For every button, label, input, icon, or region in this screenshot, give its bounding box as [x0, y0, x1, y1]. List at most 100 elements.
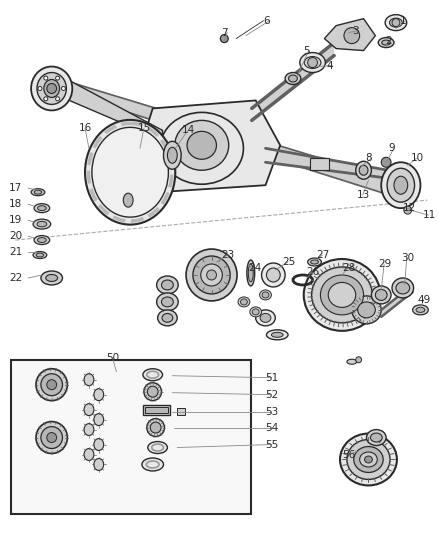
Ellipse shape	[34, 204, 50, 213]
Text: 3: 3	[352, 26, 358, 36]
Ellipse shape	[347, 359, 357, 364]
Ellipse shape	[328, 282, 356, 308]
Ellipse shape	[371, 433, 382, 442]
Ellipse shape	[260, 313, 271, 322]
Ellipse shape	[300, 53, 325, 72]
Text: 51: 51	[265, 373, 279, 383]
Polygon shape	[71, 84, 383, 192]
Ellipse shape	[340, 433, 397, 486]
Ellipse shape	[358, 302, 375, 318]
Ellipse shape	[381, 40, 391, 45]
Circle shape	[404, 206, 412, 214]
Ellipse shape	[359, 165, 368, 175]
Text: 17: 17	[9, 183, 22, 193]
Ellipse shape	[307, 258, 321, 266]
Circle shape	[44, 76, 48, 80]
Circle shape	[47, 433, 57, 442]
Text: 26: 26	[307, 267, 320, 277]
Ellipse shape	[94, 439, 104, 450]
Text: 7: 7	[221, 28, 228, 38]
Text: 25: 25	[282, 257, 295, 267]
Ellipse shape	[31, 189, 45, 196]
Text: 49: 49	[417, 295, 431, 305]
Ellipse shape	[375, 289, 387, 301]
Text: 54: 54	[265, 423, 279, 433]
Ellipse shape	[381, 162, 420, 208]
Ellipse shape	[321, 275, 364, 315]
Ellipse shape	[167, 147, 177, 163]
Ellipse shape	[367, 430, 386, 446]
Text: 19: 19	[9, 215, 22, 225]
Ellipse shape	[84, 403, 94, 416]
Ellipse shape	[289, 75, 297, 82]
Text: 18: 18	[9, 199, 22, 209]
Bar	[177, 408, 185, 415]
Circle shape	[61, 86, 65, 91]
Polygon shape	[252, 43, 334, 120]
Ellipse shape	[416, 308, 425, 312]
Text: 16: 16	[79, 123, 92, 133]
Ellipse shape	[148, 441, 167, 454]
Text: 24: 24	[248, 263, 261, 273]
Ellipse shape	[123, 193, 133, 207]
Ellipse shape	[33, 252, 47, 259]
Ellipse shape	[142, 458, 163, 471]
Circle shape	[56, 97, 60, 101]
Text: 1: 1	[400, 15, 406, 26]
Ellipse shape	[356, 161, 371, 179]
Ellipse shape	[157, 293, 178, 311]
Text: 29: 29	[378, 259, 392, 269]
Ellipse shape	[285, 72, 301, 84]
Ellipse shape	[92, 127, 168, 217]
Ellipse shape	[272, 333, 283, 337]
Ellipse shape	[364, 456, 372, 463]
Ellipse shape	[260, 290, 272, 300]
Ellipse shape	[33, 219, 51, 229]
Text: 55: 55	[265, 440, 279, 449]
Ellipse shape	[36, 369, 67, 401]
Ellipse shape	[41, 374, 63, 395]
Ellipse shape	[311, 267, 372, 323]
Ellipse shape	[94, 414, 104, 425]
Ellipse shape	[266, 268, 280, 282]
Ellipse shape	[46, 274, 57, 281]
Ellipse shape	[304, 259, 380, 331]
Bar	[310, 158, 329, 170]
Ellipse shape	[252, 309, 259, 315]
Circle shape	[44, 97, 48, 101]
Ellipse shape	[143, 369, 162, 381]
Ellipse shape	[36, 253, 44, 257]
Ellipse shape	[371, 286, 391, 304]
Ellipse shape	[147, 418, 165, 437]
Circle shape	[344, 28, 360, 44]
Ellipse shape	[238, 297, 250, 307]
Text: 20: 20	[9, 231, 22, 241]
Ellipse shape	[160, 112, 244, 184]
Ellipse shape	[34, 236, 50, 245]
Ellipse shape	[158, 310, 177, 326]
Ellipse shape	[37, 221, 47, 227]
Text: 8: 8	[366, 154, 372, 163]
Circle shape	[392, 19, 400, 27]
Text: 30: 30	[401, 253, 414, 263]
Ellipse shape	[352, 296, 381, 324]
Ellipse shape	[94, 389, 104, 401]
Ellipse shape	[261, 263, 285, 287]
Ellipse shape	[347, 440, 390, 480]
Ellipse shape	[250, 307, 261, 317]
Circle shape	[307, 58, 318, 68]
Ellipse shape	[248, 264, 253, 282]
Polygon shape	[69, 80, 162, 140]
Text: 14: 14	[182, 125, 195, 135]
Ellipse shape	[34, 190, 42, 194]
Text: 5: 5	[303, 45, 309, 55]
Ellipse shape	[311, 260, 318, 264]
Ellipse shape	[240, 299, 247, 305]
Text: 10: 10	[411, 154, 424, 163]
Ellipse shape	[85, 120, 175, 224]
Ellipse shape	[266, 330, 288, 340]
Ellipse shape	[157, 276, 178, 294]
Ellipse shape	[147, 386, 158, 397]
Ellipse shape	[247, 260, 255, 286]
Ellipse shape	[150, 422, 161, 433]
